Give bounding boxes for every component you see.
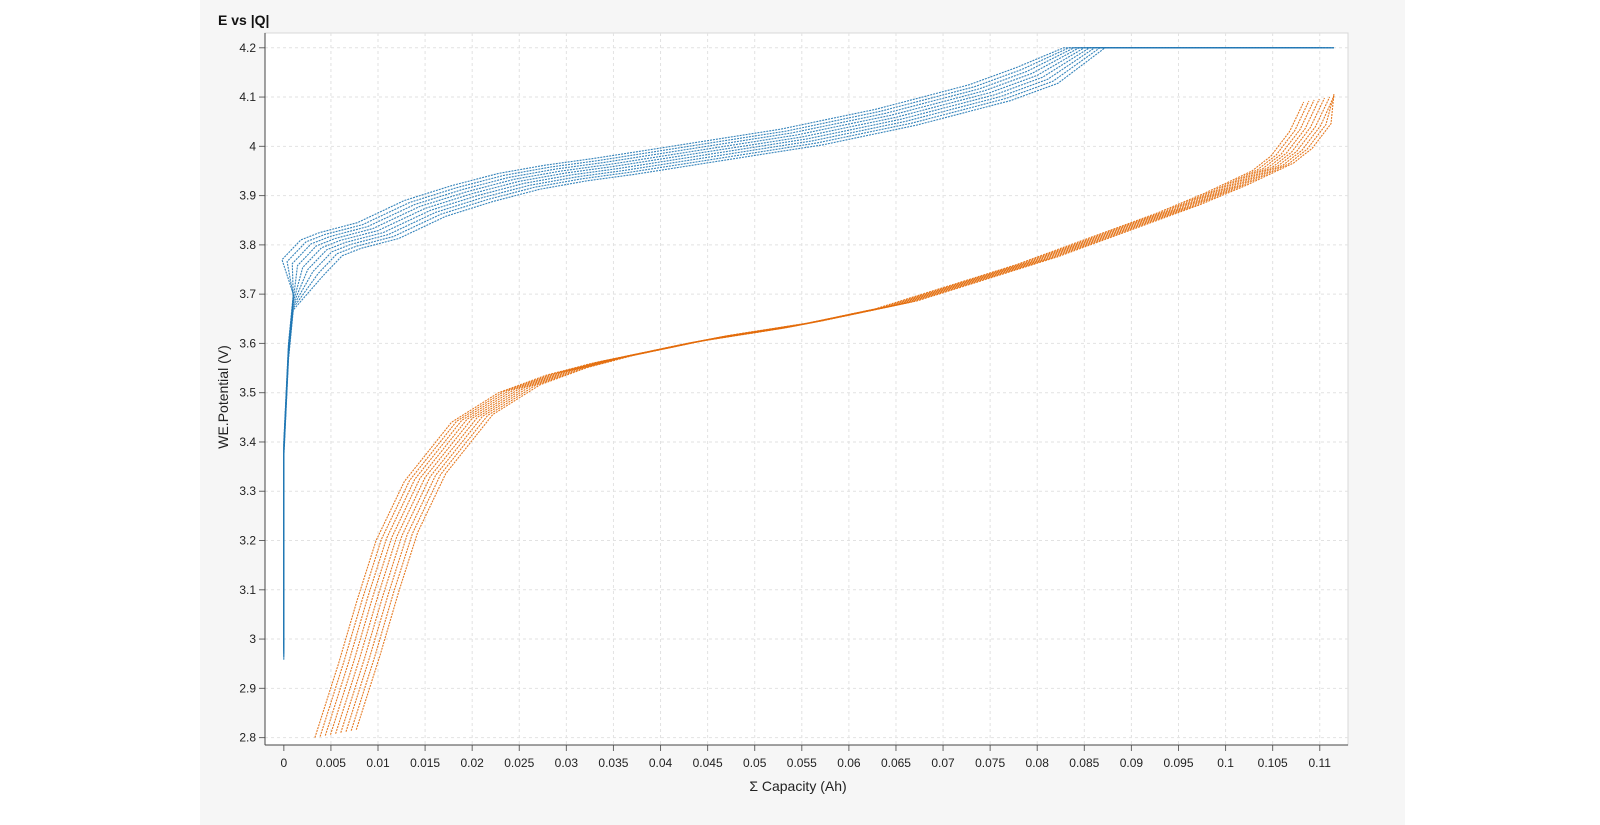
y-tick-label: 2.8: [239, 731, 256, 745]
x-tick-label: 0.055: [787, 756, 817, 770]
x-tick-label: 0.01: [366, 756, 390, 770]
x-tick-label: 0.015: [410, 756, 440, 770]
y-tick-label: 3.2: [239, 534, 256, 548]
x-tick-label: 0.095: [1163, 756, 1193, 770]
y-tick-label: 4.2: [239, 41, 256, 55]
y-tick-label: 4.1: [239, 90, 256, 104]
x-tick-label: 0.09: [1120, 756, 1144, 770]
x-tick-label: 0.005: [316, 756, 346, 770]
x-tick-label: 0.045: [693, 756, 723, 770]
x-tick-label: 0.025: [504, 756, 534, 770]
x-tick-label: 0.085: [1069, 756, 1099, 770]
y-tick-label: 3.1: [239, 583, 256, 597]
x-axis-label: Σ Capacity (Ah): [749, 778, 846, 794]
y-tick-label: 3.7: [239, 287, 256, 301]
y-tick-label: 3: [249, 632, 256, 646]
x-tick-label: 0.05: [743, 756, 767, 770]
y-tick-label: 4: [249, 139, 256, 153]
series-1-trace: [283, 47, 1334, 654]
y-tick-label: 3.5: [239, 386, 256, 400]
y-tick-label: 3.8: [239, 238, 256, 252]
x-tick-label: 0.035: [598, 756, 628, 770]
x-tick-label: 0.07: [931, 756, 955, 770]
y-tick-label: 3.6: [239, 336, 256, 350]
x-tick-label: 0.075: [975, 756, 1005, 770]
x-tick-label: 0.03: [555, 756, 579, 770]
series-layer: [281, 47, 1335, 738]
chart-title: E vs |Q|: [218, 12, 270, 28]
y-tick-label: 3.4: [239, 435, 256, 449]
series-1-trace: [283, 47, 1334, 660]
series-2-trace: [355, 94, 1335, 730]
y-axis-label: WE.Potential (V): [215, 345, 231, 448]
x-tick-label: 0.04: [649, 756, 673, 770]
plot-area: [264, 32, 1349, 746]
x-tick-label: 0.1: [1217, 756, 1234, 770]
x-tick-label: 0.08: [1026, 756, 1050, 770]
x-tick-label: 0.06: [837, 756, 861, 770]
x-tick-label: 0.11: [1309, 756, 1332, 770]
y-tick-label: 3.3: [239, 484, 256, 498]
axes: 0 0.005 0.01 0.015 0.02 0.025 0.03 0.035 0.04 0.0…: [239, 33, 1348, 770]
x-tick-label: 0.065: [881, 756, 911, 770]
x-tick-label: 0.02: [461, 756, 485, 770]
x-tick-label: 0: [280, 756, 287, 770]
y-tick-label: 2.9: [239, 681, 256, 695]
x-tick-label: 0.105: [1258, 756, 1288, 770]
y-tick-label: 3.9: [239, 189, 256, 203]
grid: [265, 33, 1348, 745]
